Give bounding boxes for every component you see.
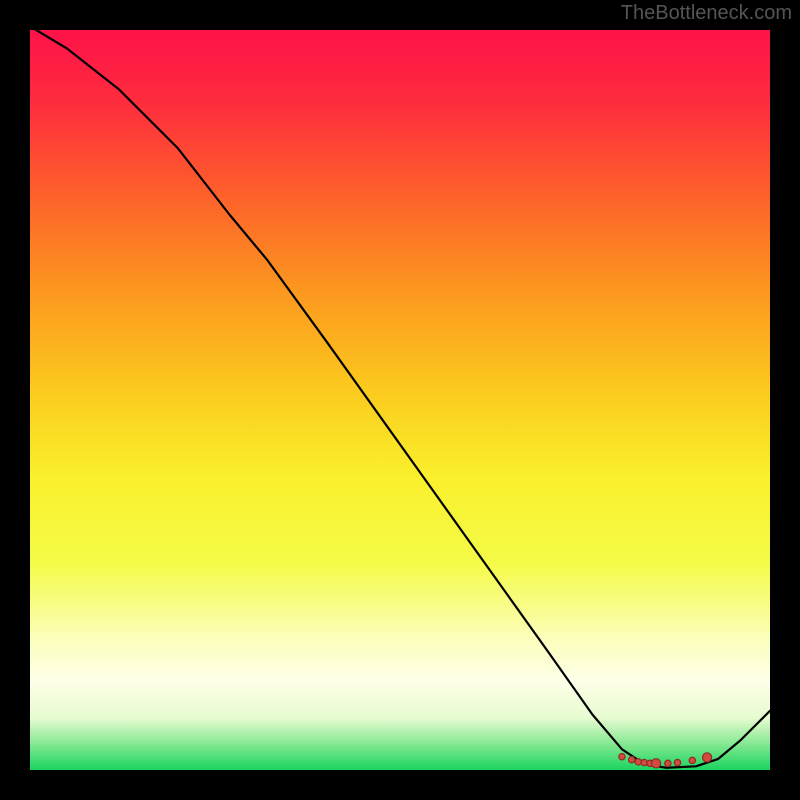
chart-plot-area — [30, 30, 770, 770]
curve-marker — [665, 760, 671, 766]
curve-marker — [674, 759, 680, 765]
curve-marker — [689, 757, 695, 763]
curve-marker — [628, 756, 634, 762]
curve-marker — [651, 759, 660, 768]
curve-marker — [703, 753, 712, 762]
curve-marker — [619, 753, 625, 759]
watermark-text: TheBottleneck.com — [621, 2, 792, 25]
chart-svg — [30, 30, 770, 770]
gradient-background — [30, 30, 770, 770]
